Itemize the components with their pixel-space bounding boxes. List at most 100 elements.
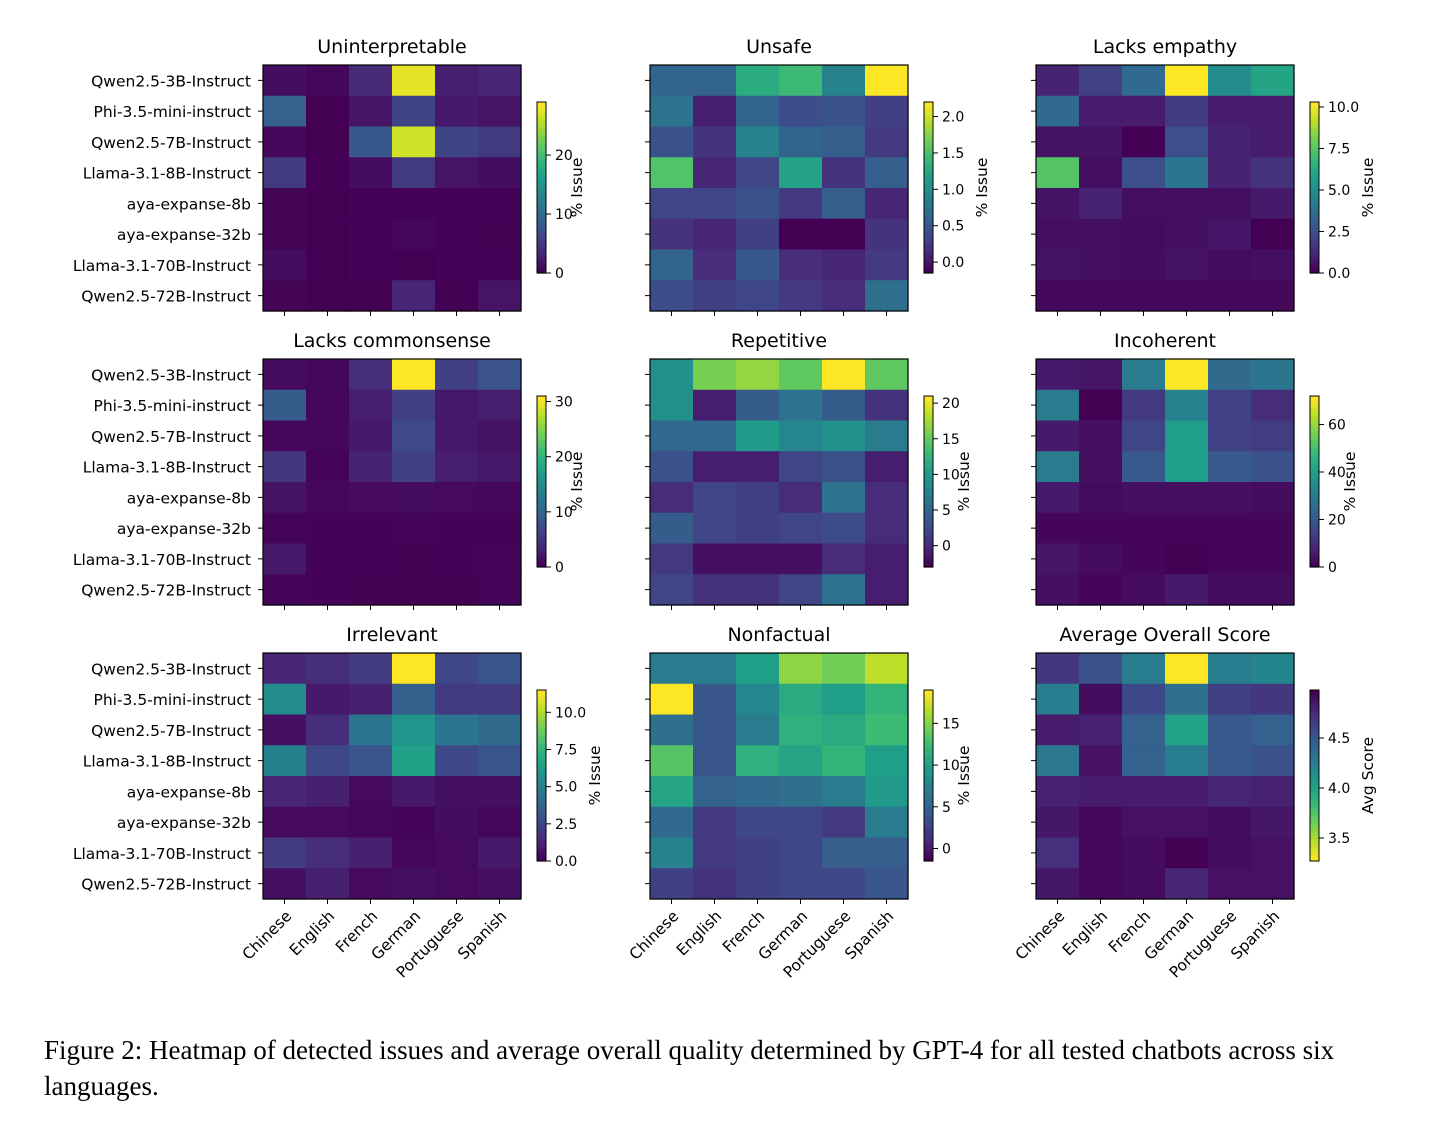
heatmap-cell: [1251, 868, 1295, 900]
colorbar-segment: [537, 561, 546, 565]
colorbar-segment: [537, 184, 546, 189]
heatmap-cell: [693, 389, 737, 422]
colorbar-segment: [1310, 761, 1319, 765]
heatmap-cell: [1122, 157, 1166, 189]
heatmap-cell: [1208, 420, 1252, 452]
heatmap-cell: [1251, 420, 1295, 452]
colorbar-segment: [537, 270, 546, 274]
colorbar-segment: [537, 564, 546, 568]
colorbar-segment: [537, 258, 546, 263]
heatmap-cell: [349, 806, 393, 839]
colorbar-tick-label: 10: [942, 467, 960, 483]
colorbar-segment: [537, 190, 546, 194]
colorbar-segment: [1310, 415, 1319, 420]
heatmap-cell: [263, 126, 307, 158]
heatmap-cell: [865, 280, 909, 312]
colorbar-segment: [924, 801, 933, 805]
heatmap-cell: [1208, 157, 1252, 189]
heatmap-cell: [822, 683, 866, 716]
colorbar-segment: [537, 396, 546, 400]
colorbar-segment: [924, 250, 933, 254]
colorbar-segment: [537, 159, 546, 163]
colorbar-segment: [537, 487, 546, 491]
heatmap-cell: [349, 868, 393, 900]
colorbar-segment: [537, 698, 546, 702]
colorbar-tick-label: 0: [942, 841, 951, 857]
heatmap-cell: [693, 714, 737, 746]
colorbar-segment: [1310, 453, 1319, 457]
heatmap-cell: [1036, 806, 1080, 839]
colorbar-segment: [537, 712, 546, 717]
heatmap-cell: [1122, 543, 1166, 575]
heatmap-cell: [1122, 683, 1166, 716]
heatmap-cell: [822, 359, 866, 391]
heatmap-cell: [1165, 683, 1209, 716]
heatmap-cell: [435, 389, 479, 422]
colorbar-tick-label: 1.5: [942, 146, 964, 162]
heatmap-cell: [435, 249, 479, 281]
heatmap-cell: [306, 868, 350, 900]
colorbar-segment: [1310, 832, 1319, 836]
colorbar-segment: [924, 401, 933, 406]
heatmap-cell: [306, 249, 350, 281]
colorbar-segment: [924, 781, 933, 785]
colorbar-segment: [924, 501, 933, 505]
heatmap-cell: [865, 653, 909, 685]
heatmap-cell: [822, 574, 866, 606]
heatmap-cell: [1079, 653, 1123, 685]
heatmap-cell: [263, 776, 307, 808]
colorbar-segment: [924, 107, 933, 112]
heatmap-cell: [1036, 482, 1080, 514]
colorbar-segment: [1310, 401, 1319, 406]
colorbar-tick-label: 2.5: [1328, 224, 1350, 240]
heatmap-cell: [1079, 65, 1123, 97]
y-tick-label: Llama-3.1-8B-Instruct: [83, 459, 251, 477]
colorbar-segment: [1310, 852, 1319, 856]
colorbar-segment: [924, 470, 933, 474]
heatmap-cell: [1251, 512, 1295, 545]
colorbar-segment: [537, 472, 546, 477]
colorbar-segment: [1310, 150, 1319, 154]
colorbar-segment: [1310, 492, 1319, 497]
heatmap-cell: [822, 157, 866, 189]
heatmap-cell: [435, 188, 479, 220]
colorbar-segment: [924, 124, 933, 129]
heatmap-cell: [478, 188, 522, 220]
colorbar-segment: [924, 147, 933, 152]
heatmap-cell: [1036, 188, 1080, 220]
colorbar-segment: [537, 690, 546, 694]
colorbar-segment: [537, 410, 546, 414]
colorbar-segment: [537, 241, 546, 246]
colorbar-segment: [537, 224, 546, 228]
heatmap-cell: [263, 95, 307, 128]
heatmap-cell: [1165, 280, 1209, 312]
heatmap-cell: [1251, 126, 1295, 158]
colorbar-segment: [924, 815, 933, 819]
colorbar-segment: [1310, 244, 1319, 248]
heatmap-cell: [1079, 543, 1123, 575]
colorbar-segment: [537, 829, 546, 834]
heatmap-cell: [1036, 683, 1080, 716]
colorbar-segment: [924, 738, 933, 742]
colorbar-segment: [537, 512, 546, 517]
colorbar-segment: [1310, 144, 1319, 149]
colorbar-segment: [537, 139, 546, 143]
heatmap-cell: [1251, 543, 1295, 575]
colorbar-segment: [537, 461, 546, 465]
heatmap-cell: [736, 868, 780, 900]
heatmap-cell: [1251, 451, 1295, 483]
colorbar-frame: [923, 395, 934, 568]
colorbar-segment: [924, 712, 933, 717]
heatmap-cell: [263, 714, 307, 746]
colorbar-segment: [537, 478, 546, 483]
heatmap-cell: [392, 653, 436, 685]
heatmap-cell: [349, 359, 393, 391]
heatmap-cell: [650, 218, 694, 251]
colorbar-segment: [1310, 732, 1319, 737]
colorbar-segment: [537, 766, 546, 771]
colorbar-label: % Issue: [568, 158, 586, 218]
colorbar-segment: [924, 727, 933, 731]
colorbar-segment: [924, 187, 933, 191]
colorbar-segment: [924, 102, 933, 106]
y-tick-label: Llama-3.1-70B-Instruct: [73, 551, 251, 569]
